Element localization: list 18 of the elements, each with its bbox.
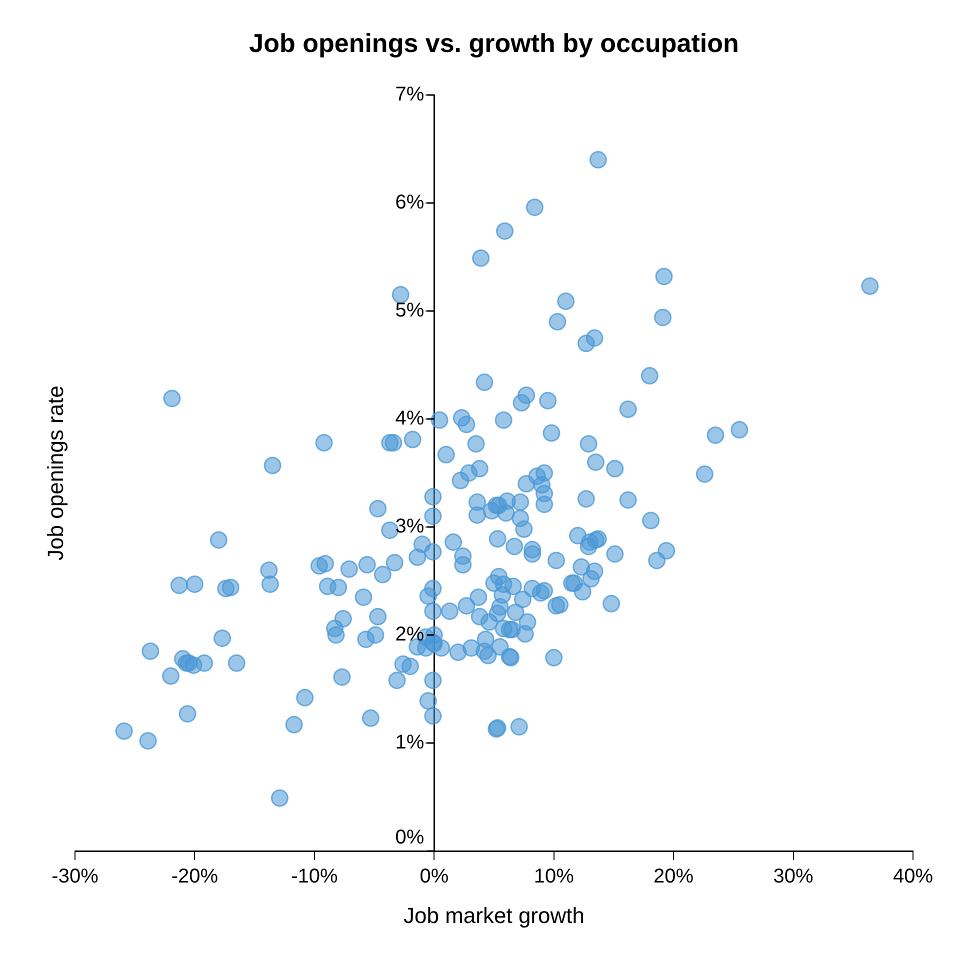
x-tick-label: -30% xyxy=(52,866,99,888)
y-tick-label: 1% xyxy=(395,732,424,754)
y-tick-label: 6% xyxy=(395,192,424,214)
x-tick-label: 20% xyxy=(654,866,694,888)
x-tick-label: -10% xyxy=(291,866,338,888)
y-tick-label: 0% xyxy=(395,826,424,849)
x-axis-title: Job market growth xyxy=(404,903,584,928)
x-tick-label: 0% xyxy=(420,866,449,888)
y-tick-label: 7% xyxy=(395,84,424,106)
y-tick-label: 5% xyxy=(395,300,424,322)
x-tick-label: -20% xyxy=(171,866,218,888)
chart-title: Job openings vs. growth by occupation xyxy=(249,28,739,58)
y-tick-label: 4% xyxy=(395,408,424,430)
x-tick-label: 10% xyxy=(534,866,574,888)
y-axis-title: Job openings rate xyxy=(43,386,68,560)
y-tick-label: 3% xyxy=(395,516,424,538)
x-tick-label: 40% xyxy=(892,866,934,888)
x-tick-label: 30% xyxy=(773,866,814,888)
